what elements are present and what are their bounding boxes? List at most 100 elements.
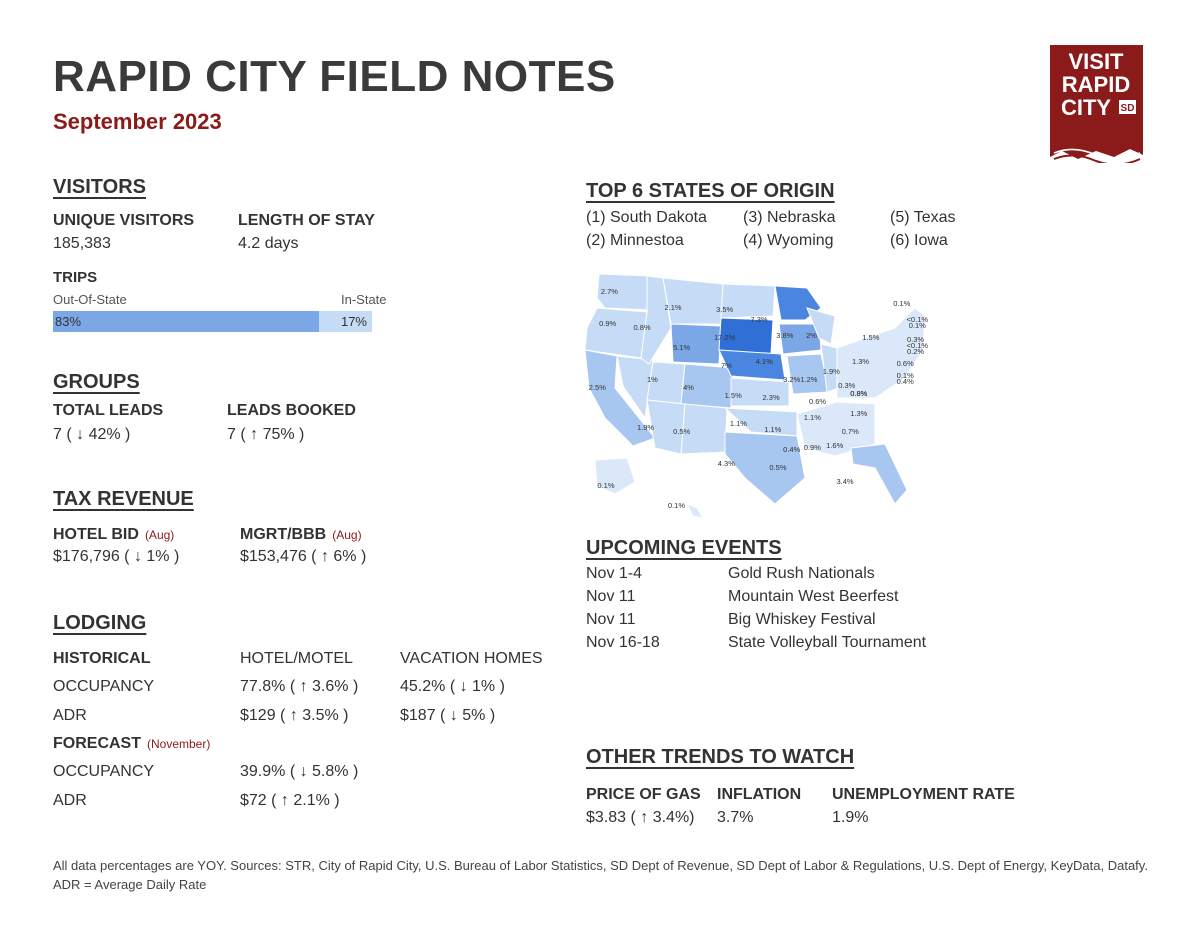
hotel-bid-value: $176,796 ( ↓ 1% )	[53, 548, 180, 565]
map-region-wy	[670, 323, 722, 365]
map-value-label: <0.1%	[907, 341, 929, 350]
hotel-motel-header: HOTEL/MOTEL	[240, 650, 353, 667]
unique-visitors-value: 185,383	[53, 235, 111, 252]
map-region-mo	[786, 353, 830, 395]
length-of-stay-label: LENGTH OF STAY	[238, 212, 375, 229]
event-name: Gold Rush Nationals	[728, 565, 875, 582]
leads-booked-label: LEADS BOOKED	[227, 402, 356, 419]
event-name: Mountain West Beerfest	[728, 588, 899, 605]
hist-occupancy-label: OCCUPANCY	[53, 678, 155, 695]
map-value-label: 0.1%	[597, 481, 614, 490]
length-of-stay-value: 4.2 days	[238, 235, 299, 252]
logo-line-sd: SD	[1121, 103, 1135, 114]
map-value-label: 0.3%	[907, 335, 924, 344]
gas-price-value: $3.83 ( ↑ 3.4%)	[586, 809, 695, 826]
forecast-label-text: FORECAST	[53, 735, 141, 752]
map-region-ia	[778, 323, 822, 355]
map-region-ca	[584, 349, 656, 447]
map-value-label: 1.1%	[764, 425, 781, 434]
map-value-label: 0.7%	[842, 427, 859, 436]
state-item: (3) Nebraska	[743, 209, 836, 226]
mgrt-label-text: MGRT/BBB	[240, 526, 327, 543]
map-value-label: 0.6%	[809, 397, 826, 406]
mgrt-note: (Aug)	[332, 528, 362, 542]
forecast-occupancy-label: OCCUPANCY	[53, 763, 155, 780]
state-item: (4) Wyoming	[743, 232, 834, 249]
map-value-label: 0.9%	[599, 319, 616, 328]
forecast-adr-label: ADR	[53, 792, 87, 809]
map-value-label: 0.2%	[907, 347, 924, 356]
logo-line-visit: VISIT	[1068, 49, 1124, 74]
hotel-bid-label: HOTEL BID (Aug)	[53, 526, 174, 544]
map-region-wi	[806, 307, 836, 345]
map-value-label: 1.6%	[826, 441, 843, 450]
state-item: (2) Minnestoa	[586, 232, 684, 249]
map-value-label: 3.5%	[716, 305, 733, 314]
map-value-label: 2.1%	[664, 303, 681, 312]
map-value-label: 1.5%	[725, 391, 742, 400]
state-item: (5) Texas	[890, 209, 956, 226]
map-value-label: 2%	[806, 331, 817, 340]
map-value-label: 0.6%	[897, 359, 914, 368]
map-value-label: 0.4%	[783, 445, 800, 454]
tax-revenue-heading: TAX REVENUE	[53, 488, 194, 510]
map-value-label: 1.5%	[862, 333, 879, 342]
gas-price-label: PRICE OF GAS	[586, 786, 701, 803]
map-value-label: 0.1%	[897, 371, 914, 380]
map-value-label: 0.3%	[838, 381, 855, 390]
vacation-homes-header: VACATION HOMES	[400, 650, 543, 667]
event-date: Nov 1-4	[586, 565, 643, 582]
hist-adr-label: ADR	[53, 707, 87, 724]
visit-rapid-city-logo: VISIT RAPID CITY SD	[1050, 45, 1143, 163]
map-value-label: 7.3%	[750, 315, 767, 324]
unemployment-label: UNEMPLOYMENT RATE	[832, 786, 1015, 803]
map-value-label: 3.2%	[783, 375, 800, 384]
map-value-label: 0.9%	[804, 443, 821, 452]
hist-occupancy-hotel: 77.8% ( ↑ 3.6% )	[240, 678, 359, 695]
map-value-label: 0.8%	[850, 389, 867, 398]
total-leads-value: 7 ( ↓ 42% )	[53, 426, 131, 443]
forecast-adr-hotel: $72 ( ↑ 2.1% )	[240, 792, 340, 809]
logo-line-city: CITY	[1061, 95, 1111, 120]
map-value-label: 0.8%	[850, 389, 867, 398]
state-item: (1) South Dakota	[586, 209, 707, 226]
hotel-bid-note: (Aug)	[144, 528, 175, 542]
lodging-heading: LODGING	[53, 612, 147, 634]
us-states-map: 2.7% 0.9% 0.8% 2.1% 3.5% 7.3% 0.1% 17.2% 5.1% 3.8…	[584, 273, 929, 519]
events-heading: UPCOMING EVENTS	[586, 537, 782, 559]
inflation-label: INFLATION	[717, 786, 802, 803]
map-value-label: 7%	[721, 361, 732, 370]
unique-visitors-label: UNIQUE VISITORS	[53, 212, 195, 229]
map-value-label: 1.2%	[800, 375, 817, 384]
forecast-label: FORECAST (November)	[53, 735, 210, 753]
map-value-label: <0.1%	[907, 315, 929, 324]
out-of-state-bar: 83%	[53, 311, 319, 332]
mgrt-label: MGRT/BBB (Aug)	[240, 526, 362, 544]
map-value-label: 0.1%	[668, 501, 685, 510]
out-of-state-label: Out-Of-State	[53, 292, 127, 307]
map-value-label: 0.5%	[769, 463, 786, 472]
historical-label: HISTORICAL	[53, 650, 151, 667]
map-value-label: 1.3%	[852, 357, 869, 366]
page-title: RAPID CITY FIELD NOTES	[53, 52, 616, 101]
map-value-label: 0.8%	[634, 323, 651, 332]
map-region-hi	[685, 503, 705, 519]
map-region-mt	[662, 277, 724, 325]
visitors-heading: VISITORS	[53, 176, 146, 198]
mgrt-value: $153,476 ( ↑ 6% )	[240, 548, 367, 565]
map-value-label: 1%	[647, 375, 658, 384]
page-subtitle: September 2023	[53, 109, 222, 134]
inflation-value: 3.7%	[717, 809, 754, 826]
event-date: Nov 11	[586, 588, 636, 605]
map-value-label: 1.9%	[823, 367, 840, 376]
map-region-nd	[720, 283, 776, 319]
map-region-fl	[850, 443, 908, 505]
trends-heading: OTHER TRENDS TO WATCH	[586, 746, 855, 768]
unemployment-value: 1.9%	[832, 809, 869, 826]
map-value-label: 4.1%	[756, 357, 773, 366]
sources-footnote: All data percentages are YOY. Sources: S…	[53, 858, 1148, 892]
map-value-label: 5.1%	[673, 343, 690, 352]
hist-adr-vacation: $187 ( ↓ 5% )	[400, 707, 496, 724]
forecast-note: (November)	[147, 737, 211, 751]
in-state-bar: 17%	[319, 311, 372, 332]
